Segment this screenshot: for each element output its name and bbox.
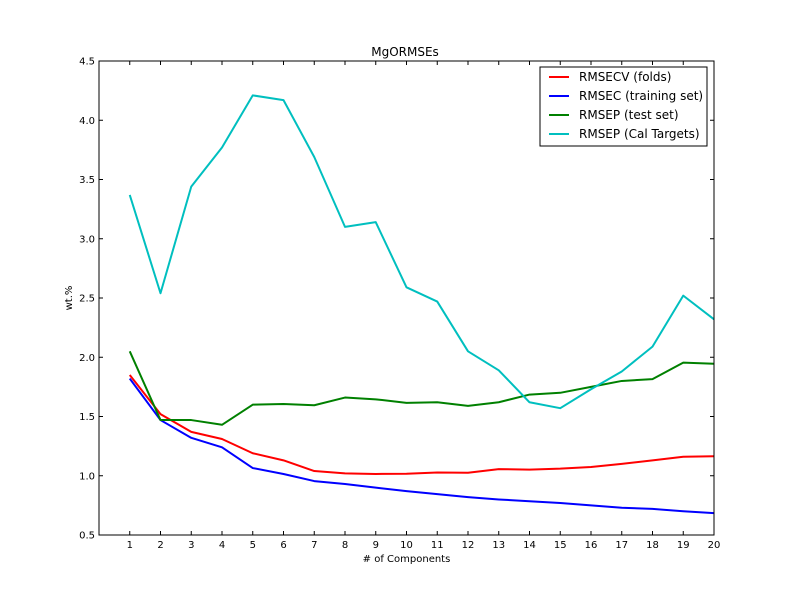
x-tick-label: 1 bbox=[127, 540, 133, 551]
x-tick-label: 8 bbox=[342, 540, 348, 551]
y-tick-label: 1.5 bbox=[79, 412, 95, 423]
y-tick-label: 2.0 bbox=[79, 353, 95, 364]
y-tick-label: 3.0 bbox=[79, 234, 95, 245]
x-tick-label: 19 bbox=[677, 540, 690, 551]
x-tick-label: 20 bbox=[708, 540, 721, 551]
series-line-rmsec-training-set bbox=[128, 377, 715, 515]
y-axis-label: wt.% bbox=[64, 286, 75, 311]
y-tick-label: 1.0 bbox=[79, 471, 95, 482]
x-tick-label: 9 bbox=[373, 540, 379, 551]
y-tick-label: 4.0 bbox=[79, 116, 95, 127]
y-tick-label: 4.5 bbox=[79, 57, 95, 68]
x-tick-label: 13 bbox=[492, 540, 505, 551]
x-tick-label: 12 bbox=[462, 540, 475, 551]
series-lines bbox=[128, 94, 715, 515]
legend: RMSECV (folds) RMSEC (training set) RMSEP … bbox=[539, 66, 708, 147]
series-line-rmsep-test-set bbox=[128, 350, 715, 426]
series-line-rmsep-cal-targets bbox=[128, 94, 715, 410]
x-tick-label: 17 bbox=[615, 540, 628, 551]
x-tick-label: 18 bbox=[646, 540, 659, 551]
y-tick-label: 0.5 bbox=[79, 531, 95, 542]
x-tick-label: 4 bbox=[219, 540, 225, 551]
x-tick-label: 5 bbox=[250, 540, 256, 551]
plot-frame bbox=[98, 60, 715, 536]
chart-title: MgORMSEs bbox=[371, 45, 439, 59]
legend-label: RMSEC (training set) bbox=[579, 89, 703, 103]
y-tick-label: 3.5 bbox=[79, 175, 95, 186]
x-tick-label: 10 bbox=[400, 540, 413, 551]
series-line-rmsecv-folds bbox=[128, 374, 715, 475]
x-tick-label: 7 bbox=[311, 540, 317, 551]
y-tick-label: 2.5 bbox=[79, 294, 95, 305]
axis-ticks: 1 2 3 4 5 6 7 8 9 10 11 12 13 14 15 16 17 18 19 200.51.01.5… bbox=[79, 57, 720, 552]
legend-label: RMSECV (folds) bbox=[579, 70, 671, 84]
legend-label: RMSEP (Cal Targets) bbox=[579, 127, 700, 141]
x-tick-label: 2 bbox=[157, 540, 163, 551]
x-tick-label: 15 bbox=[554, 540, 567, 551]
legend-box bbox=[539, 66, 708, 147]
x-tick-label: 16 bbox=[585, 540, 598, 551]
x-tick-label: 6 bbox=[280, 540, 286, 551]
x-tick-label: 14 bbox=[523, 540, 536, 551]
x-tick-label: 11 bbox=[431, 540, 444, 551]
x-axis-label: # of Components bbox=[363, 554, 451, 565]
x-tick-label: 3 bbox=[188, 540, 194, 551]
legend-label: RMSEP (test set) bbox=[579, 108, 679, 122]
